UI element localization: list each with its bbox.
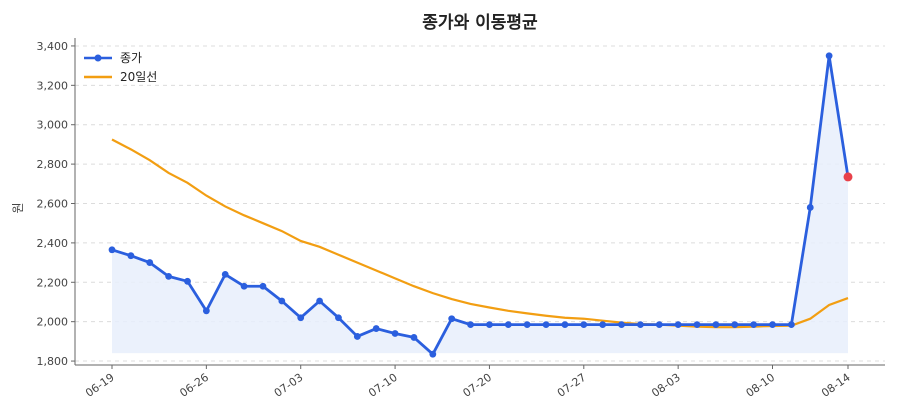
- legend-ma20-label: 20일선: [120, 70, 157, 84]
- x-tick-label: 06-26: [177, 371, 211, 400]
- close-point: [221, 271, 229, 278]
- y-tick-label: 2,000: [37, 316, 69, 329]
- close-point: [184, 277, 191, 285]
- close-point: [297, 314, 305, 322]
- close-point: [391, 330, 399, 337]
- close-point: [825, 52, 833, 60]
- y-tick-label: 3,400: [37, 40, 69, 53]
- close-point: [618, 321, 625, 329]
- close-point: [806, 204, 814, 211]
- close-point: [372, 325, 380, 332]
- x-tick-label: 07-27: [555, 371, 589, 400]
- legend: 종가 20일선: [84, 51, 157, 84]
- series-line-ma20: [111, 138, 849, 329]
- y-tick-label: 2,800: [37, 158, 69, 171]
- close-point: [637, 321, 644, 329]
- close-point: [448, 315, 456, 323]
- series-line-close: [111, 54, 850, 356]
- y-tick-label: 3,200: [37, 79, 69, 92]
- x-tick-label: 07-20: [461, 371, 495, 400]
- close-point: [316, 297, 323, 305]
- close-point: [259, 282, 267, 290]
- chart-title: 종가와 이동평균: [422, 13, 538, 33]
- close-area-fill: [112, 55, 848, 355]
- y-tick-label: 3,000: [37, 119, 69, 132]
- x-tick-label: 08-10: [744, 371, 778, 400]
- x-tick-label: 08-03: [649, 371, 683, 400]
- axes: [74, 38, 885, 366]
- close-point: [750, 321, 758, 329]
- close-point: [429, 350, 437, 358]
- close-point: [202, 307, 210, 315]
- y-tick-label: 2,200: [37, 276, 69, 289]
- y-tick-label: 2,400: [37, 237, 69, 250]
- close-point: [467, 321, 474, 329]
- close-point: [787, 321, 795, 329]
- close-point: [712, 321, 720, 329]
- close-point: [240, 282, 248, 290]
- close-point: [108, 246, 116, 254]
- close-point: [278, 297, 286, 305]
- close-point: [410, 334, 418, 341]
- x-tick-label: 07-03: [272, 371, 306, 400]
- last-close-point: [843, 172, 853, 182]
- close-point: [335, 314, 342, 322]
- x-tick-label: 08-14: [819, 371, 853, 400]
- close-point: [504, 321, 512, 329]
- close-point: [561, 321, 569, 329]
- legend-close-label: 종가: [120, 51, 142, 65]
- close-point: [731, 321, 739, 329]
- close-point: [542, 321, 550, 329]
- x-tick-label: 07-10: [366, 371, 400, 400]
- close-point: [769, 321, 776, 329]
- close-point: [655, 321, 663, 329]
- close-point: [165, 272, 173, 280]
- y-tick-label: 1,800: [37, 355, 69, 368]
- y-tick-label: 2,600: [37, 198, 69, 211]
- close-point: [580, 321, 588, 329]
- close-points: [108, 52, 853, 358]
- close-point: [486, 321, 493, 329]
- x-tick-label: 06-19: [83, 371, 117, 400]
- close-point: [353, 333, 361, 340]
- gridlines: [75, 45, 885, 362]
- x-axis-ticks: 06-19 06-26 07-03 07-10 07-20 07-27 08-03 08-10…: [83, 365, 853, 400]
- close-point: [674, 321, 682, 329]
- y-axis-ticks: 1,800 2,000 2,200 2,400 2,600 2,800 3,000 3,200…: [37, 40, 75, 368]
- legend-close-marker: [94, 54, 102, 62]
- close-point: [693, 321, 701, 329]
- close-point: [599, 321, 607, 329]
- y-axis-label: 원: [11, 202, 25, 213]
- close-point: [146, 259, 154, 266]
- close-point: [127, 252, 135, 260]
- close-point: [523, 321, 531, 329]
